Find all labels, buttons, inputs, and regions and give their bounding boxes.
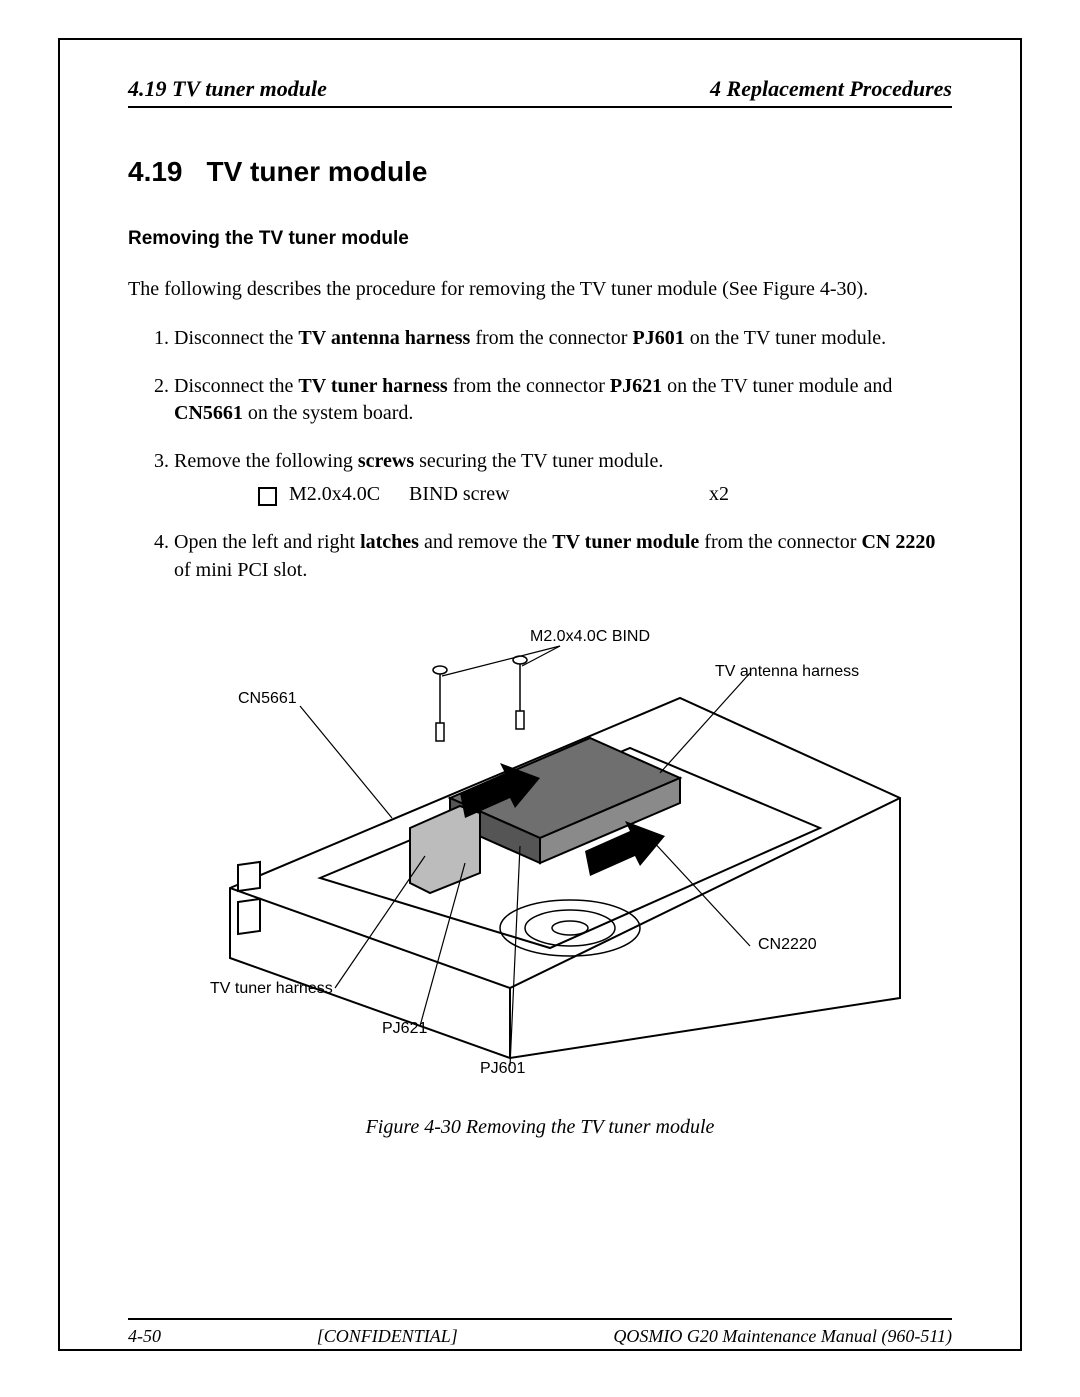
running-header: 4.19 TV tuner module 4 Replacement Proce… — [128, 76, 952, 108]
callout-bind-screw: M2.0x4.0C BIND — [530, 628, 650, 646]
running-footer: 4-50 [CONFIDENTIAL] QOSMIO G20 Maintenan… — [128, 1318, 952, 1347]
step-1: Disconnect the TV antenna harness from t… — [174, 325, 952, 353]
intro-paragraph: The following describes the procedure fo… — [128, 276, 952, 303]
footer-manual-title: QOSMIO G20 Maintenance Manual (960-511) — [613, 1326, 952, 1347]
footer-confidential: [CONFIDENTIAL] — [317, 1326, 458, 1347]
section-title-text: TV tuner module — [207, 156, 428, 187]
screw-spec-row: M2.0x4.0C BIND screw x2 — [258, 481, 952, 509]
callout-tv-harness: TV tuner harness — [210, 980, 333, 998]
callout-tv-antenna: TV antenna harness — [715, 663, 859, 681]
screw-qty: x2 — [709, 481, 749, 509]
header-right: 4 Replacement Procedures — [710, 76, 952, 102]
callout-pj621: PJ621 — [382, 1020, 427, 1038]
page: 4.19 TV tuner module 4 Replacement Proce… — [0, 0, 1080, 1397]
callout-pj601: PJ601 — [480, 1060, 525, 1078]
screw-code: M2.0x4.0C — [289, 481, 409, 509]
figure-4-30: M2.0x4.0C BIND TV antenna harness CN5661… — [160, 628, 920, 1078]
step-3: Remove the following screws securing the… — [174, 448, 952, 509]
subsection-heading: Removing the TV tuner module — [128, 228, 952, 250]
page-content: 4.19 TV tuner module 4 Replacement Proce… — [78, 56, 1002, 1357]
header-left: 4.19 TV tuner module — [128, 76, 327, 102]
step-4: Open the left and right latches and remo… — [174, 529, 952, 584]
figure-caption: Figure 4-30 Removing the TV tuner module — [128, 1116, 952, 1139]
callout-cn5661: CN5661 — [238, 690, 297, 708]
footer-page-number: 4-50 — [128, 1326, 161, 1347]
section-number: 4.19 — [128, 156, 183, 187]
section-heading: 4.19 TV tuner module — [128, 156, 952, 188]
procedure-steps: Disconnect the TV antenna harness from t… — [128, 325, 952, 604]
step-2: Disconnect the TV tuner harness from the… — [174, 373, 952, 428]
checkbox-icon — [258, 487, 277, 506]
callout-cn2220: CN2220 — [758, 936, 817, 954]
screw-name: BIND screw — [409, 481, 709, 509]
